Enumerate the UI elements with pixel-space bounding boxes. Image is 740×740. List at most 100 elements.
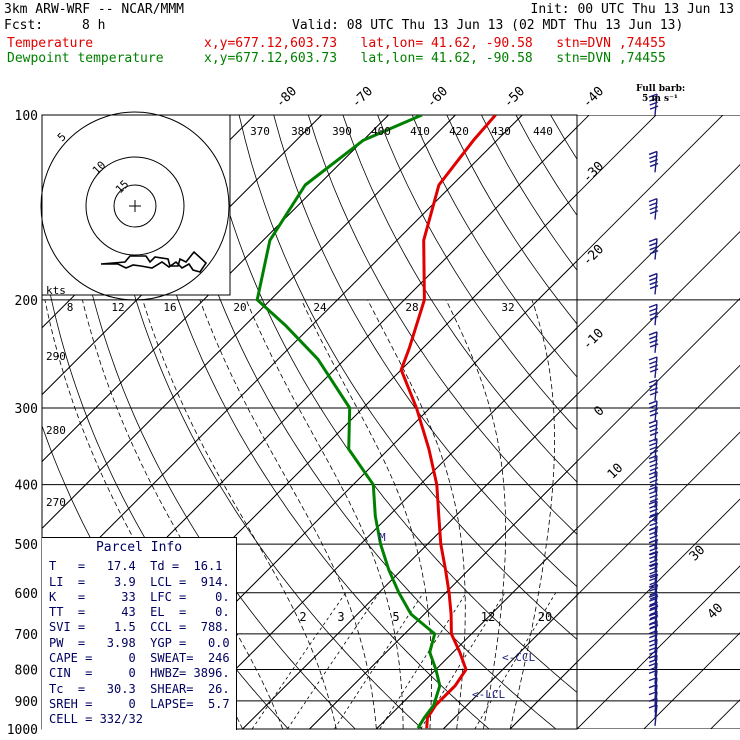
parcel-info-panel: Parcel Info T = 17.4 Td = 16.1 LI = 3.9 … xyxy=(42,537,237,730)
valid-time: Valid: 08 UTC Thu 13 Jun 13 (02 MDT Thu … xyxy=(292,18,684,33)
hodograph-ring xyxy=(85,156,185,256)
wind-barb-flag xyxy=(649,445,658,451)
wind-barb-flag xyxy=(648,526,658,532)
wind-barb-flag xyxy=(649,597,658,602)
wind-barb-flag xyxy=(648,513,658,519)
theta-label: 420 xyxy=(449,125,469,138)
wind-barb-staff xyxy=(654,420,658,442)
pressure-label: 400 xyxy=(15,479,38,494)
wind-barb-flag xyxy=(649,105,659,110)
isotherm-label: -70 xyxy=(349,84,376,111)
wind-barb xyxy=(648,400,659,422)
wind-barb-staff xyxy=(654,331,658,353)
dry-adiabat xyxy=(446,115,577,325)
moist-adiabat xyxy=(367,299,466,729)
wind-barb-flag xyxy=(648,676,658,682)
dry-adiabat xyxy=(342,115,577,483)
dry-adiabat xyxy=(411,115,577,378)
wind-barb-flag xyxy=(649,587,658,592)
wind-barb xyxy=(648,470,659,493)
dry-adiabat xyxy=(585,115,740,729)
wind-barb xyxy=(648,197,659,220)
isotherm-label: -80 xyxy=(273,84,300,111)
wind-barb-staff xyxy=(654,198,658,220)
wind-barb-flag xyxy=(648,500,658,505)
hodograph-ring xyxy=(113,184,157,228)
wind-barb-flag xyxy=(649,498,659,503)
isotherm-line xyxy=(42,115,456,530)
wind-barb-staff xyxy=(654,379,658,401)
wind-barb-flag xyxy=(649,634,658,639)
theta-label: 440 xyxy=(533,125,553,138)
wind-barb-flag xyxy=(649,343,659,348)
hodograph-trace xyxy=(100,250,208,273)
mixing-ratio-label: 2 xyxy=(299,610,306,624)
moist-adiabat xyxy=(142,299,337,729)
parcel-row: CELL = 332/32 xyxy=(49,712,143,727)
wind-barb-flag xyxy=(648,331,658,336)
wind-barb-staff xyxy=(654,704,658,726)
isotherm-label: -60 xyxy=(424,84,451,111)
mixing-ratio-label: 20 xyxy=(538,610,552,624)
lcl-annotation: <-LCL xyxy=(472,688,505,701)
isotherm-line xyxy=(643,632,740,729)
temperature-legend: Temperature xyxy=(7,36,94,51)
wind-barb-flag xyxy=(649,427,658,433)
parcel-row: TT = 43 EL = 0. xyxy=(49,605,230,620)
wind-barb-flag xyxy=(649,570,658,575)
isotherm-label: 10 xyxy=(605,461,627,483)
wind-barb-staff xyxy=(654,603,658,625)
wind-barb-flag xyxy=(649,490,658,495)
pressure-label: 700 xyxy=(15,628,38,643)
barb-legend-title: Full barb: xyxy=(636,84,686,94)
parcel-row: K = 33 LFC = 0. xyxy=(49,589,230,604)
theta-label: 410 xyxy=(410,125,430,138)
wind-barb-flag xyxy=(649,158,658,164)
wind-barb-flag xyxy=(649,383,658,388)
dry-adiabat xyxy=(273,115,577,588)
profile-layer xyxy=(255,115,497,729)
pressure-label: 600 xyxy=(15,587,38,602)
wind-barb-flag xyxy=(649,650,658,655)
wind-barb-staff xyxy=(654,455,658,477)
wind-barb-flag xyxy=(649,408,658,413)
isotherm-line xyxy=(509,498,740,729)
wind-barb-flag xyxy=(649,307,658,313)
wind-barb-flag xyxy=(649,360,658,365)
wind-barb-staff xyxy=(654,647,658,669)
wind-barb xyxy=(648,303,659,326)
isotherm-line xyxy=(376,364,740,729)
wind-barb-staff xyxy=(654,400,658,422)
isotherm-line xyxy=(309,460,577,729)
isotherm-label: -20 xyxy=(580,242,607,269)
wind-barb-flag xyxy=(649,97,658,102)
temperature-line xyxy=(399,115,497,729)
inset-axis-label: 28 xyxy=(405,301,418,314)
isotherm-label: -10 xyxy=(580,326,607,353)
wind-barb-flag xyxy=(648,303,658,309)
wind-barb-flag xyxy=(648,690,658,696)
isotherm-line xyxy=(309,297,740,729)
isotherm-label: 30 xyxy=(687,543,709,565)
wind-barb-flag xyxy=(649,449,659,455)
wind-barb-flag xyxy=(649,368,659,373)
wind-barb-flag xyxy=(648,400,658,405)
forecast-label: Fcst: xyxy=(4,18,44,33)
wind-barb-flag xyxy=(649,566,658,571)
wind-barb-flag xyxy=(649,577,658,582)
model-title: 3km ARW-WRF -- NCAR/MMM xyxy=(4,2,185,17)
wind-barb-staff xyxy=(654,94,658,116)
moist-adiabat xyxy=(445,299,506,729)
wind-barb-flag xyxy=(649,504,658,509)
isotherm-label: -50 xyxy=(501,84,528,111)
wind-barb-staff xyxy=(654,471,658,493)
wind-barb-flag xyxy=(649,547,658,552)
theta-label: 290 xyxy=(46,350,66,363)
wind-barb-flag xyxy=(649,280,658,286)
wind-barb-flag xyxy=(649,412,659,417)
wind-barb-flag xyxy=(649,284,659,290)
wind-barb-flag xyxy=(648,662,658,667)
theta-label: 280 xyxy=(46,424,66,437)
isotherm-line xyxy=(442,594,577,729)
